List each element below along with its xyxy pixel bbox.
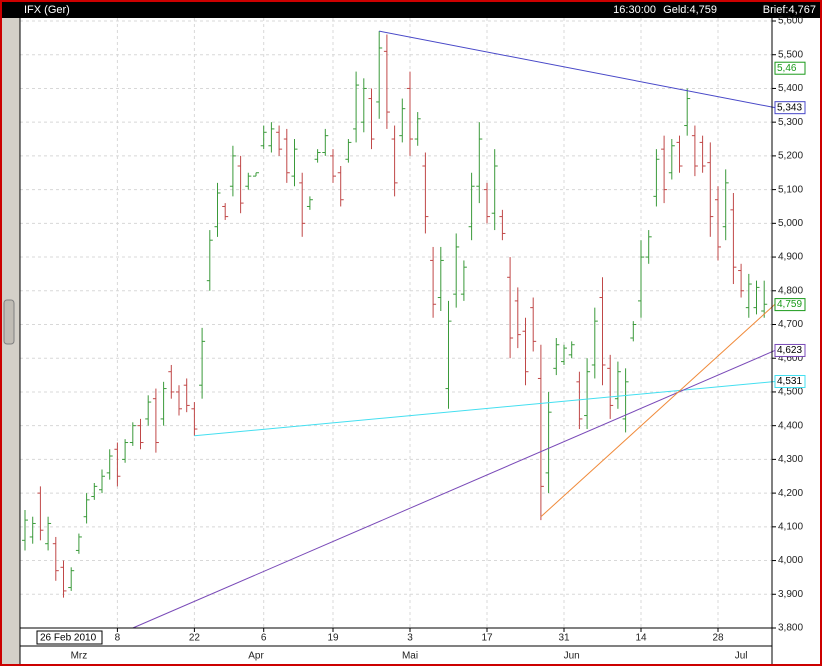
y-tick-label: 4,400: [778, 420, 803, 431]
month-label: Mai: [402, 651, 418, 662]
x-tick-label: 6: [261, 633, 267, 644]
trend-line: [379, 30, 776, 109]
panel-handle[interactable]: [3, 299, 15, 345]
quote-time: 16:30:00: [613, 4, 656, 16]
y-tick-label: 5,000: [778, 218, 803, 229]
x-tick-label: 22: [189, 633, 201, 644]
y-tick-label: 4,000: [778, 555, 803, 566]
x-tick-label: 28: [712, 633, 724, 644]
x-tick-label: 31: [558, 633, 570, 644]
y-tick-label: 4,300: [778, 454, 803, 465]
price-marker-label: 5,46: [777, 63, 797, 74]
y-tick-label: 4,200: [778, 488, 803, 499]
y-tick-label: 4,900: [778, 252, 803, 263]
trend-label-box: [774, 374, 806, 388]
x-tick-label: 17: [481, 633, 493, 644]
y-tick-label: 5,400: [778, 83, 803, 94]
month-label: Jun: [564, 651, 580, 662]
x-tick-label: 14: [635, 633, 647, 644]
y-tick-label: 3,900: [778, 589, 803, 600]
trend-line: [194, 380, 776, 437]
price-marker-label: 4,759: [777, 299, 802, 310]
cursor-date-box: [36, 630, 103, 645]
y-tick-label: 4,700: [778, 319, 803, 330]
x-tick-label: 19: [327, 633, 339, 644]
trend-label: 5,343: [777, 102, 802, 113]
month-label: Jul: [735, 651, 748, 662]
x-tick-label: 8: [115, 633, 121, 644]
y-tick-label: 4,600: [778, 353, 803, 364]
trend-label: 4,623: [777, 345, 802, 356]
month-label: Mrz: [71, 651, 88, 662]
title-bar: IFX (Ger) 16:30:00 Geld:4,759 Brief:4,76…: [2, 2, 820, 18]
price-marker-box: [774, 61, 806, 75]
y-tick-label: 3,800: [778, 623, 803, 634]
y-tick-label: 5,300: [778, 117, 803, 128]
y-tick-label: 5,500: [778, 49, 803, 60]
chart-title: IFX (Ger): [24, 4, 70, 16]
month-label: Apr: [248, 651, 264, 662]
trend-label-box: [774, 343, 806, 357]
price-marker-box: [774, 298, 806, 312]
y-tick-label: 4,100: [778, 521, 803, 532]
y-tick-label: 4,800: [778, 285, 803, 296]
trend-line: [132, 350, 776, 629]
cursor-date: 26 Feb 2010: [40, 633, 97, 644]
x-tick-label: 3: [407, 633, 413, 644]
y-tick-label: 5,100: [778, 184, 803, 195]
axes: 3,800 3,900 4,000 4,100 4,200 4,300 4,400 4,500…: [36, 16, 806, 662]
trend-label: 4,531: [777, 376, 802, 387]
quote-ask: Brief:4,767: [763, 4, 816, 16]
trend-label-box: [774, 101, 806, 115]
trend-line: [540, 303, 776, 518]
plot-area: [20, 18, 772, 628]
marks: [22, 30, 776, 629]
y-tick-label: 5,200: [778, 151, 803, 162]
title-bar-bg: [2, 2, 820, 18]
y-tick-label: 4,500: [778, 387, 803, 398]
quote-bid: Geld:4,759: [663, 4, 717, 16]
y-tick-label: 5,600: [778, 16, 803, 27]
